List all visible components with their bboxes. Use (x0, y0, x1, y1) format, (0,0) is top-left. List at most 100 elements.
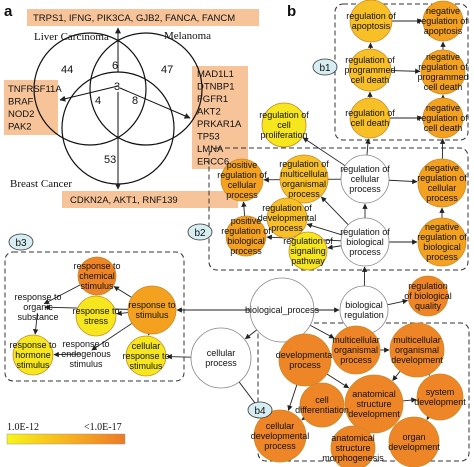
node-neg-reg-cellular-circle (417, 158, 467, 208)
count-liver-breast: 4 (95, 95, 101, 107)
node-bio-process-circle (249, 277, 315, 343)
node-reg-cell-prolif: regulation of cell proliferation (259, 102, 309, 148)
node-reg-bio-circle (340, 217, 390, 267)
node-multicell-proc: multicellular organismal process (331, 325, 381, 375)
node-reg-cell-death-circle (349, 97, 391, 139)
node-reg-apoptosis-label: regulation of apoptosis (346, 11, 396, 31)
group-tag-b3: b3 (8, 233, 34, 251)
node-anat-morph: anatomical structure morphogenesis (322, 425, 384, 467)
node-neg-reg-apoptosis-circle (422, 0, 464, 42)
node-resp-stress-label: response to stress (72, 306, 119, 326)
node-multicell-proc-circle (331, 325, 381, 375)
gene-box-top (27, 9, 259, 26)
gene-left-2: NOD2 (8, 109, 34, 120)
node-resp-stimulus: response to stimulus (127, 285, 177, 335)
node-resp-chem-label: response to chemical stimulus (73, 261, 120, 291)
node-reg-apoptosis: regulation of apoptosis (346, 0, 396, 43)
node-reg-pcd: regulation of programmed cell death (344, 48, 396, 92)
node-resp-stress: response to stress (72, 295, 120, 337)
node-reg-multicell-circle (279, 154, 329, 204)
edge-reg_cellular-to-reg_cell_prolif (302, 137, 346, 167)
node-cell-dev-proc-circle (253, 409, 307, 463)
node-anat-morph-circle (330, 425, 376, 467)
group-box-b1 (334, 3, 469, 141)
set-name-melanoma: Melanoma (164, 30, 211, 42)
node-reg-bio-label: regulation of biological process (340, 227, 390, 257)
node-multicell-dev-label: multicellular organismal development (391, 335, 443, 365)
arrow-to-left-box (59, 85, 119, 102)
gene-right-3: AKT2 (197, 107, 221, 118)
node-resp-endo-label: response to endogenous stimulus (61, 339, 111, 369)
node-resp-stimulus-circle (127, 285, 177, 335)
node-reg-cell-prolif-circle (261, 102, 307, 148)
node-reg-cellular-label: regulation of cellular process (340, 164, 390, 194)
edge-anat_dev-to-system_dev (402, 397, 417, 403)
count-melanoma-breast: 8 (132, 95, 138, 107)
venn-diagram: TRPS1, IFNG, PIK3CA, GJB2, FANCA, FANCM … (4, 9, 259, 208)
node-cell-resp: cellular response to stimulus (122, 335, 170, 377)
edge-multicell_dev-to-anat_dev (392, 370, 401, 381)
legend-gradient-bar (6, 433, 126, 445)
node-pos-reg-bio: positive regulation of biological process (221, 215, 271, 257)
node-reg-bio-quality-label: regulation of biological quality (404, 281, 452, 311)
node-pos-reg-bio-circle (225, 215, 267, 257)
node-cell-resp-circle (125, 335, 167, 377)
edge-reg_bio-to-reg_signaling (327, 244, 342, 250)
node-cell-diff-circle (299, 382, 345, 428)
node-reg-dev: regulation of developmental process (258, 197, 316, 239)
node-resp-stimulus-label: response to stimulus (128, 300, 175, 320)
node-neg-reg-pcd: negative regulation of programmed cell deat… (417, 49, 469, 95)
node-system-dev-label: system development (414, 387, 466, 407)
node-neg-reg-cellular-label: negative regulation of cellular process (417, 163, 467, 203)
node-organ-dev: organ development (388, 416, 440, 467)
edge-reg_bio-to-reg_multicell (321, 196, 349, 226)
gene-left-0: TNFRSF11A (8, 84, 62, 95)
edge-system_dev-to-organ_dev (426, 413, 432, 420)
edge-reg_cellular-to-reg_cell_death (365, 138, 371, 156)
node-anat-morph-label: anatomical structure morphogenesis (322, 433, 384, 463)
node-resp-hormone-label: response to hormone stimulus (9, 340, 56, 370)
node-organ-dev-label: organ development (388, 432, 440, 452)
node-anat-dev-label: anatomical structure development (348, 389, 400, 419)
gene-right-7: ERCC6 (197, 157, 229, 168)
edge-bio_process-to-cellular_process (244, 329, 258, 340)
node-reg-multicell-label: regulation of multicellular organismal proc… (279, 159, 329, 199)
gene-right-6: LMNA (197, 144, 224, 155)
edge-bio_process-to-multicell_proc (309, 324, 335, 339)
node-system-dev-circle (416, 373, 464, 421)
node-reg-signaling: regulation of signaling pathway (283, 231, 333, 271)
network-edges (32, 18, 446, 433)
group-tag-b4-label: b4 (254, 406, 266, 417)
node-neg-reg-apoptosis-label: negative regulation of apoptosis (418, 6, 468, 36)
node-neg-reg-pcd-label: negative regulation of programmed cell deat… (417, 52, 468, 92)
group-tag-b2-label: b2 (194, 228, 206, 239)
group-tag-b3-label: b3 (15, 238, 27, 249)
node-neg-reg-bio-circle (417, 217, 467, 267)
node-reg-cell-death-label: regulation of cell death (345, 108, 395, 128)
node-bio-reg-label: biological regulation (344, 300, 384, 320)
gene-right-4: PRKAR1A (197, 119, 242, 130)
node-cell-diff-label: cell differentiation (295, 395, 349, 415)
gene-right-0: MAD1L1 (197, 69, 234, 80)
node-bio-process-label: biological_process (245, 305, 320, 315)
edge-dev_process-to-cell_dev_proc (287, 384, 298, 411)
arrow-to-right-box (119, 87, 191, 119)
node-resp-chem: response to chemical stimulus (73, 256, 121, 296)
node-multicell-dev: multicellular organismal development (389, 322, 445, 378)
count-liver-only: 44 (61, 64, 73, 76)
set-name-liver: Liver Carcinoma (34, 31, 109, 43)
node-system-dev: system development (414, 373, 466, 421)
node-pos-reg-cellular-label: positive regulation of cellular process (217, 160, 267, 200)
edge-reg_pcd-to-neg_reg_pcd (390, 68, 421, 74)
node-reg-cell-prolif-label: regulation of cell proliferation (259, 110, 309, 140)
gene-right-1: DTNBP1 (197, 82, 234, 93)
gene-right-5: TP53 (197, 132, 220, 143)
edge-pos_reg_bio-to-pos_reg_cellular (241, 201, 247, 217)
node-dev-process: developmental process (276, 333, 334, 387)
node-neg-reg-apoptosis: negative regulation of apoptosis (418, 0, 468, 42)
node-neg-reg-cell-death-circle (422, 97, 464, 139)
node-pos-reg-cellular-circle (220, 158, 264, 202)
